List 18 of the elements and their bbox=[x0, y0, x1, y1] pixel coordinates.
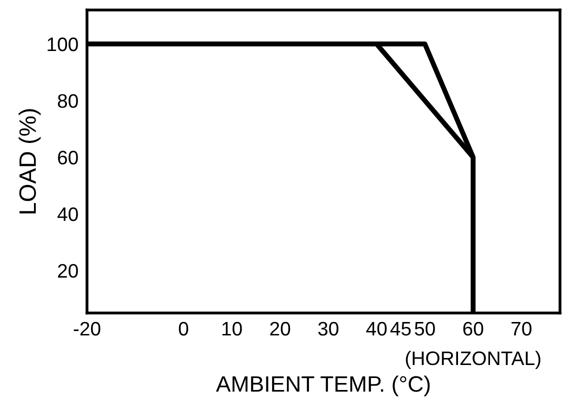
x-tick-label: 50 bbox=[414, 322, 435, 336]
x-tick-label: 10 bbox=[222, 322, 242, 336]
x-tick-label: 45 bbox=[390, 322, 411, 336]
x-tick-label: 20 bbox=[270, 322, 290, 336]
y-tick-label: 40 bbox=[57, 207, 78, 222]
x-tick-label: -20 bbox=[74, 322, 100, 336]
x-axis-title: AMBIENT TEMP. (°C) bbox=[216, 376, 430, 396]
y-tick-label: 100 bbox=[48, 37, 78, 52]
y-axis-title: LOAD (%) bbox=[18, 109, 41, 214]
x-tick-label: 30 bbox=[318, 322, 338, 336]
x-tick-label: 70 bbox=[512, 322, 532, 336]
x-tick-label: 0 bbox=[178, 322, 188, 336]
y-tick-label: 20 bbox=[58, 264, 78, 278]
y-tick-label: 80 bbox=[58, 94, 78, 108]
y-tick-label: 60 bbox=[58, 150, 78, 164]
text: (HORIZONTAL) bbox=[406, 350, 540, 370]
x-tick-label: 60 bbox=[463, 322, 484, 336]
x-tick-label: 40 bbox=[366, 322, 387, 336]
